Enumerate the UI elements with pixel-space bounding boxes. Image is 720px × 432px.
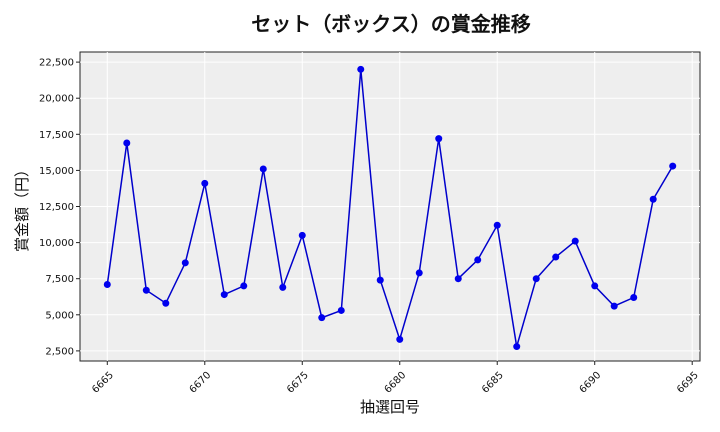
x-tick-label: 6680 — [383, 370, 409, 396]
data-point — [123, 139, 131, 147]
y-tick-label: 10,000 — [39, 238, 74, 249]
data-point — [337, 306, 345, 314]
series-line-path — [106, 69, 674, 347]
grid — [80, 52, 700, 361]
y-tick-label: 2,500 — [45, 346, 74, 357]
y-axis-label: 賞金額（円） — [13, 162, 31, 252]
data-point — [669, 162, 677, 170]
series-line — [103, 65, 677, 351]
y-tick-label: 22,500 — [39, 58, 74, 69]
x-tick-label: 6685 — [480, 370, 506, 396]
data-point — [571, 237, 579, 245]
data-point — [201, 179, 209, 187]
data-point — [415, 269, 423, 277]
data-point — [552, 253, 560, 261]
data-point — [630, 293, 638, 301]
data-point — [493, 221, 501, 229]
data-point — [142, 286, 150, 294]
data-point — [103, 280, 111, 288]
data-point — [279, 283, 287, 291]
data-point — [220, 291, 228, 299]
data-point — [454, 275, 462, 283]
data-point — [396, 335, 404, 343]
chart-title: セット（ボックス）の賞金推移 — [251, 12, 530, 36]
data-point — [376, 276, 384, 284]
data-point — [318, 314, 326, 322]
data-point — [610, 302, 618, 310]
data-point — [240, 282, 248, 290]
data-point — [513, 343, 521, 351]
y-tick-label: 5,000 — [45, 310, 74, 321]
x-axis-ticks: 6665 6670 6675 6680 6685 6690 6695 — [90, 361, 701, 396]
data-point — [591, 282, 599, 290]
y-axis-ticks: 2,500 5,000 7,500 10,000 12,500 15,000 17,500 2… — [39, 58, 80, 357]
x-tick-label: 6670 — [188, 370, 214, 396]
x-tick-label: 6690 — [578, 370, 604, 396]
y-tick-label: 17,500 — [39, 130, 74, 141]
y-tick-label: 20,000 — [39, 94, 74, 105]
x-tick-label: 6675 — [285, 370, 311, 396]
data-point — [649, 195, 657, 203]
data-point — [532, 275, 540, 283]
data-point — [162, 299, 170, 307]
data-point — [357, 65, 365, 73]
data-point — [259, 165, 267, 173]
data-point — [474, 256, 482, 264]
data-point — [435, 135, 443, 143]
x-axis-label: 抽選回号 — [360, 398, 420, 416]
x-tick-label: 6665 — [90, 370, 116, 396]
y-tick-label: 12,500 — [39, 202, 74, 213]
y-tick-label: 15,000 — [39, 166, 74, 177]
x-tick-label: 6695 — [675, 370, 701, 396]
data-point — [298, 231, 306, 239]
y-tick-label: 7,500 — [45, 274, 74, 285]
data-point — [181, 259, 189, 267]
